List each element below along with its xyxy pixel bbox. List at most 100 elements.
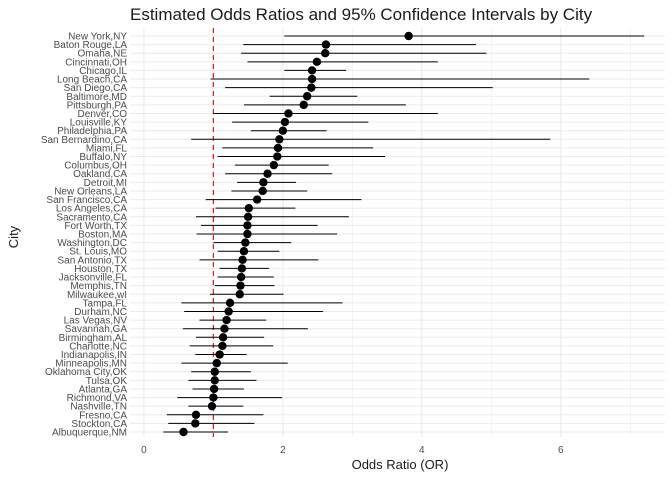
or-point [235, 290, 244, 299]
y-tick-label: Albuquerque,NM [52, 428, 127, 439]
or-point [299, 100, 308, 110]
y-tick-label: Miami,FL [86, 143, 128, 154]
or-point [273, 143, 283, 153]
y-tick-label: Durham,NC [74, 307, 127, 318]
or-point [207, 401, 217, 411]
y-tick-label: Las Vegas,NV [64, 316, 128, 327]
or-point [243, 229, 252, 239]
or-point [284, 109, 293, 118]
y-tick-label: San Bernardino,CA [41, 135, 127, 146]
y-tick-label: San Antonio,TX [58, 255, 128, 266]
y-tick-label: Memphis,TN [70, 281, 127, 292]
y-tick-label: Savannah,GA [65, 324, 128, 335]
or-point [224, 307, 233, 316]
or-point [239, 247, 249, 256]
or-point [243, 221, 252, 230]
y-tick-label: Atlanta,GA [79, 384, 128, 395]
y-tick-label: Sacramento,CA [56, 212, 127, 223]
or-point [259, 178, 268, 187]
x-axis-label: Odds Ratio (OR) [352, 457, 449, 472]
or-point [220, 324, 229, 333]
or-point [238, 255, 247, 265]
grid [130, 28, 665, 437]
or-point [278, 126, 288, 135]
y-tick-label: Stockton,CA [71, 419, 127, 430]
y-tick-label: Fort Worth,TX [64, 221, 127, 232]
y-tick-label: Baton Rouge,LA [54, 40, 128, 51]
or-point [236, 272, 246, 282]
y-tick-label: Baltimore,MD [66, 92, 127, 103]
y-tick-label: Minneapolis,MN [55, 359, 127, 370]
x-tick-label: 0 [141, 445, 147, 456]
or-point [302, 92, 312, 101]
or-point [321, 40, 331, 49]
y-tick-label: Richmond,VA [67, 393, 128, 404]
y-tick-label: Oakland,CA [73, 169, 127, 180]
x-tick-label: 6 [558, 445, 564, 456]
y-tick-label: Los Angeles,CA [56, 204, 127, 215]
confidence-intervals [163, 35, 645, 433]
y-tick-label: St. Louis,MO [69, 247, 127, 258]
or-point [179, 427, 188, 437]
y-tick-label: Denver,CO [78, 109, 128, 120]
or-point [225, 298, 235, 308]
or-point [222, 315, 231, 325]
odds-ratio-points [179, 31, 413, 437]
y-tick-label: Louisville,KY [70, 118, 128, 129]
or-point [280, 117, 290, 127]
y-tick-label: Nashville,TN [70, 402, 127, 413]
y-tick-label: Fresno,CA [79, 410, 127, 421]
y-tick-label: San Diego,CA [64, 83, 128, 94]
y-tick-label: Long Beach,CA [57, 75, 127, 86]
or-point [312, 57, 322, 67]
or-point [212, 358, 222, 368]
or-point [273, 152, 282, 161]
or-point [241, 238, 250, 247]
or-point [275, 135, 284, 144]
or-point [321, 49, 330, 58]
or-point [252, 195, 262, 204]
or-point [236, 281, 245, 290]
y-tick-label: Columbus,OH [64, 161, 127, 172]
or-point [210, 367, 219, 376]
or-point [218, 341, 227, 351]
y-tick-label: Milwaukee,wI [67, 290, 127, 301]
or-point [215, 350, 224, 359]
or-point [209, 393, 218, 402]
or-point [243, 212, 253, 221]
y-tick-label: Houston,TX [74, 264, 127, 275]
or-point [210, 376, 219, 385]
y-tick-label: Oklahoma City,OK [45, 367, 127, 378]
x-tick-label: 2 [280, 445, 286, 456]
or-point [258, 186, 267, 196]
y-tick-label: Tampa,FL [83, 298, 128, 309]
y-tick-label: New York,NY [68, 32, 127, 43]
y-tick-label: Chicago,IL [79, 66, 127, 77]
x-tick-labels: 0 2 4 6 [141, 445, 564, 456]
x-tick-label: 4 [419, 445, 425, 456]
y-tick-label: Boston,MA [78, 230, 127, 241]
or-point [307, 74, 317, 84]
y-tick-label: Detroit,MI [84, 178, 127, 189]
y-tick-label: Washington,DC [57, 238, 127, 249]
or-point [191, 419, 200, 428]
or-point [263, 169, 272, 178]
y-tick-label: Jacksonville,FL [59, 273, 128, 284]
y-tick-label: Tulsa,OK [86, 376, 128, 387]
y-tick-label: Birmingham,AL [59, 333, 128, 344]
or-point [269, 160, 279, 170]
or-point [404, 31, 413, 41]
or-point [191, 410, 201, 419]
or-point [244, 203, 254, 213]
y-tick-label: Buffalo,NY [79, 152, 127, 163]
y-tick-label: New Orleans,LA [54, 186, 127, 197]
or-point [237, 264, 247, 273]
y-tick-label: Philadelphia,PA [57, 126, 127, 137]
chart-title: Estimated Odds Ratios and 95% Confidence… [130, 5, 593, 24]
y-tick-label: San Francisco,CA [46, 195, 127, 206]
y-tick-label: Charlotte,NC [69, 341, 127, 352]
or-point [209, 384, 219, 394]
y-tick-label: Omaha,NE [78, 49, 128, 60]
